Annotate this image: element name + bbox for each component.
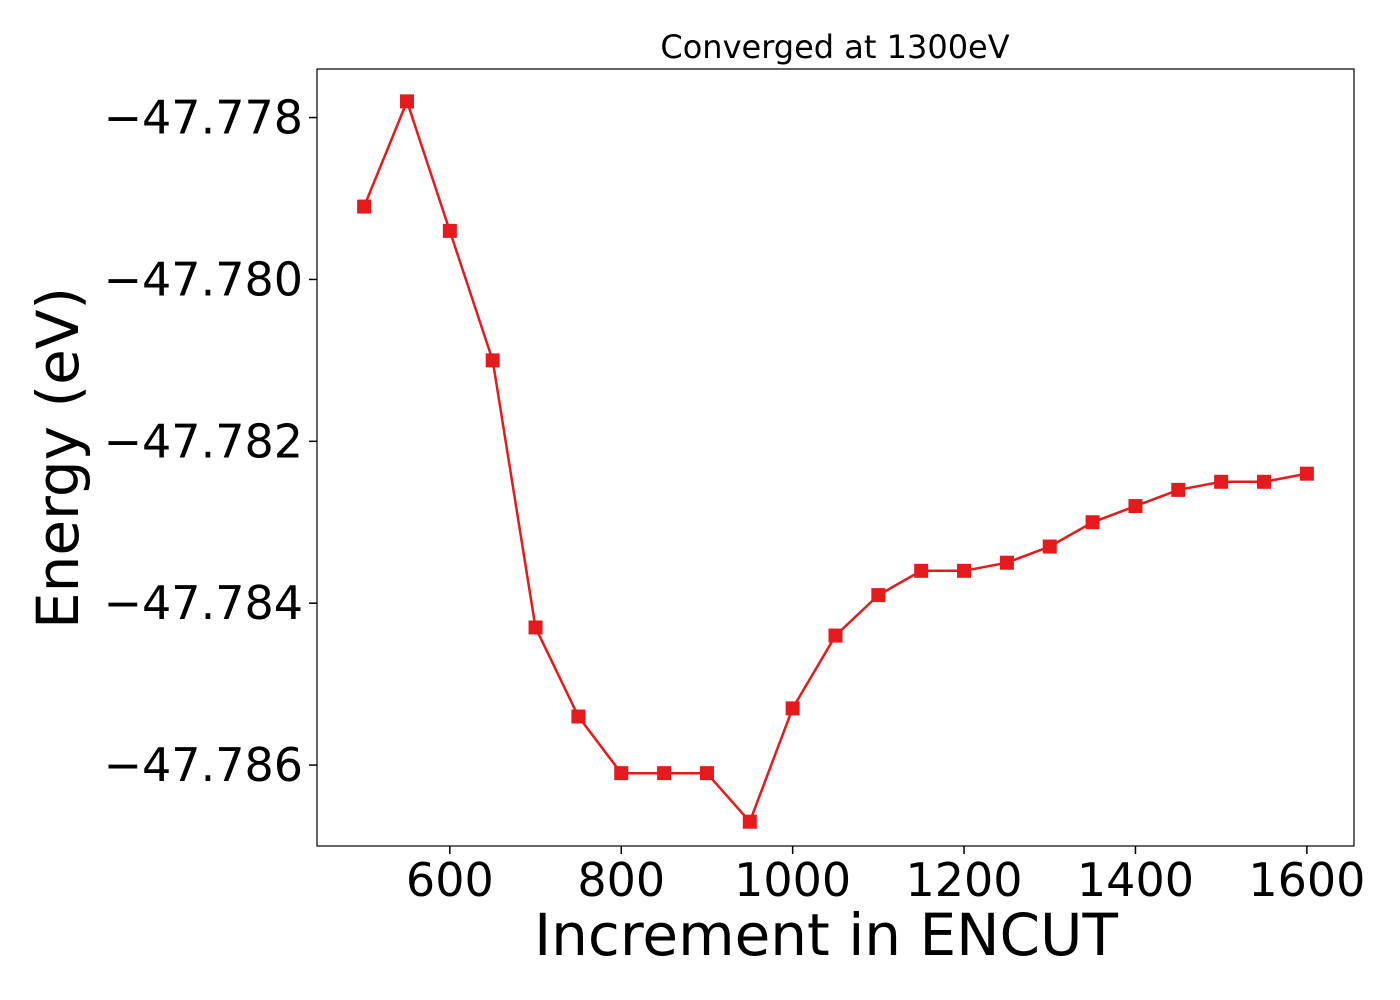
energy-point-marker <box>657 766 672 781</box>
y-tick-label: −47.786 <box>104 738 304 792</box>
energy-point-marker <box>871 588 886 603</box>
y-tick-label: −47.778 <box>104 91 304 145</box>
x-tick-label: 1200 <box>906 853 1023 907</box>
energy-point-marker <box>1085 515 1100 530</box>
energy-point-marker <box>1257 474 1272 489</box>
x-tick-label: 1600 <box>1248 853 1365 907</box>
x-axis-ticks: 600 800 1000 1200 1400 1600 <box>406 846 1365 907</box>
energy-point-marker <box>785 701 800 716</box>
y-tick-label: −47.780 <box>104 252 304 306</box>
energy-point-marker <box>699 766 714 781</box>
energy-point-marker <box>485 353 500 368</box>
plot-frame <box>316 68 1355 847</box>
energy-point-marker <box>1128 499 1143 514</box>
y-tick-label: −47.784 <box>104 576 304 630</box>
x-axis-label: Increment in ENCUT <box>534 901 1118 969</box>
energy-point-marker <box>999 555 1014 570</box>
energy-point-marker <box>399 94 414 109</box>
chart-title: Converged at 1300eV <box>660 28 1009 66</box>
x-tick-label: 1000 <box>734 853 851 907</box>
energy-point-marker <box>442 223 457 238</box>
energy-point-marker <box>614 766 629 781</box>
energy-point-marker <box>742 814 757 829</box>
x-tick-label: 600 <box>406 853 494 907</box>
y-tick-label: −47.782 <box>104 414 304 468</box>
energy-point-marker <box>828 628 843 643</box>
energy-point-marker <box>1299 466 1314 481</box>
energy-point-marker <box>571 709 586 724</box>
x-tick-label: 1400 <box>1077 853 1194 907</box>
energy-point-marker <box>1171 482 1186 497</box>
energy-point-marker <box>957 563 972 578</box>
energy-point-marker <box>914 563 929 578</box>
y-axis-label: Energy (eV) <box>24 287 92 629</box>
energy-point-marker <box>357 199 372 214</box>
energy-point-marker <box>1042 539 1057 554</box>
energy-point-marker <box>1214 474 1229 489</box>
y-axis-ticks: −47.778 −47.780 −47.782 −47.784 −47.786 <box>104 91 317 792</box>
x-tick-label: 800 <box>577 853 665 907</box>
plot-area: 600 800 1000 1200 1400 1600 −47.778−47.780−47… <box>104 68 1365 907</box>
series-layer <box>357 94 1314 829</box>
energy-point-marker <box>528 620 543 635</box>
